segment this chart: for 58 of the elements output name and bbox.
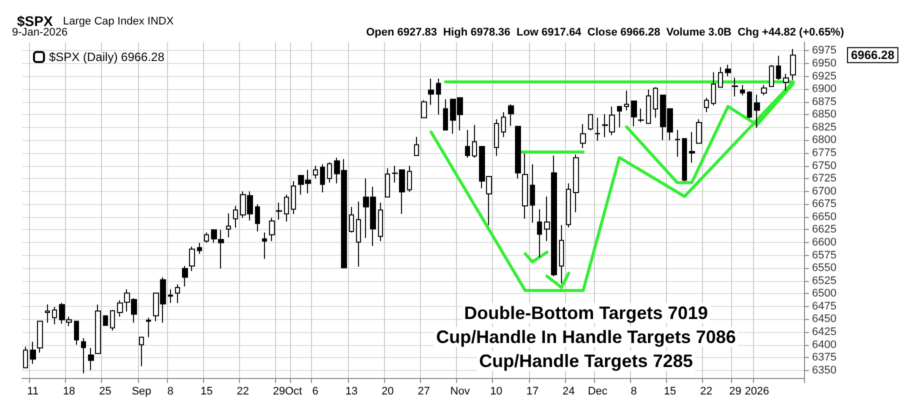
y-tick-label: 6350 [812,364,836,376]
x-tick-label: 10 [490,386,502,398]
x-tick-label: 15 [200,386,213,398]
x-tick-label: 13 [345,386,358,398]
x-tick-label: 8 [630,386,637,398]
x-tick-label: 2026 [744,386,770,398]
x-tick-label: 18 [62,386,76,398]
y-tick-label: 6750 [812,160,836,172]
x-tick-label: 8 [167,386,174,398]
x-tick-label: Sep [132,386,152,398]
annotation: Cup/Handle Targets 7285 [477,351,695,371]
x-tick-label: Oct [284,386,302,398]
x-tick-label: 22 [236,386,249,398]
y-tick-label: 6650 [812,210,836,223]
x-tick-label: Nov [450,386,470,398]
y-tick-label: 6575 [812,249,836,262]
y-tick-label: 6800 [812,134,836,146]
y-tick-label: 6825 [812,121,836,134]
y-tick-label: 6625 [812,224,836,236]
y-tick-label: 6525 [812,274,836,287]
x-tick-label: 29 [729,386,742,398]
y-tick-label: 6400 [812,338,836,351]
y-tick-label: 6775 [812,146,836,159]
y-tick-label: 6725 [812,172,836,185]
x-tick-label: Dec [588,386,608,398]
y-tick-label: 6425 [812,326,836,338]
legend-label: $SPX (Daily) 6966.28 [49,50,165,64]
chart-subtitle: Large Cap Index INDX [63,16,174,28]
annotation: Cup/Handle In Handle Targets 7086 [434,327,738,347]
y-tick-label: 6875 [812,96,836,108]
y-tick-label: 6600 [812,236,836,248]
x-tick-label: 11 [27,386,39,398]
x-tick-label: 29 [272,386,286,398]
x-tick-label: 27 [418,386,430,398]
y-tick-label: 6675 [812,198,836,210]
y-tick-label: 6550 [812,262,836,274]
y-tick-label: 6950 [812,57,836,70]
x-tick-label: 24 [562,386,575,398]
text: Open 6927.83 High 6978.36 Low 6917.64 Close 6966.28 Volume 3.0B Chg +44.82 (+0.65%) [366,26,844,38]
x-tick-label: 20 [382,386,394,398]
y-tick-label: 6700 [812,185,836,198]
y-tick-label: 6450 [812,313,836,326]
text: 6966.28 [851,48,895,62]
x-tick-label: 22 [700,386,712,398]
y-tick-label: 6375 [812,352,836,364]
x-tick-label: 25 [99,386,112,398]
y-tick-label: 6975 [812,44,836,57]
text: 9-Jan-2026 [12,26,68,38]
chart-title: $SPX [17,13,54,29]
x-tick-label: 6 [312,386,318,398]
y-tick-label: 6475 [812,300,836,312]
y-tick-label: 6925 [812,70,836,82]
x-tick-label: 17 [526,386,539,398]
annotation: Double-Bottom Targets 7019 [462,303,710,323]
y-tick-label: 6900 [812,83,836,96]
y-tick-label: 6500 [812,288,836,300]
x-tick-label: 15 [664,386,676,398]
y-tick-label: 6850 [812,108,836,121]
